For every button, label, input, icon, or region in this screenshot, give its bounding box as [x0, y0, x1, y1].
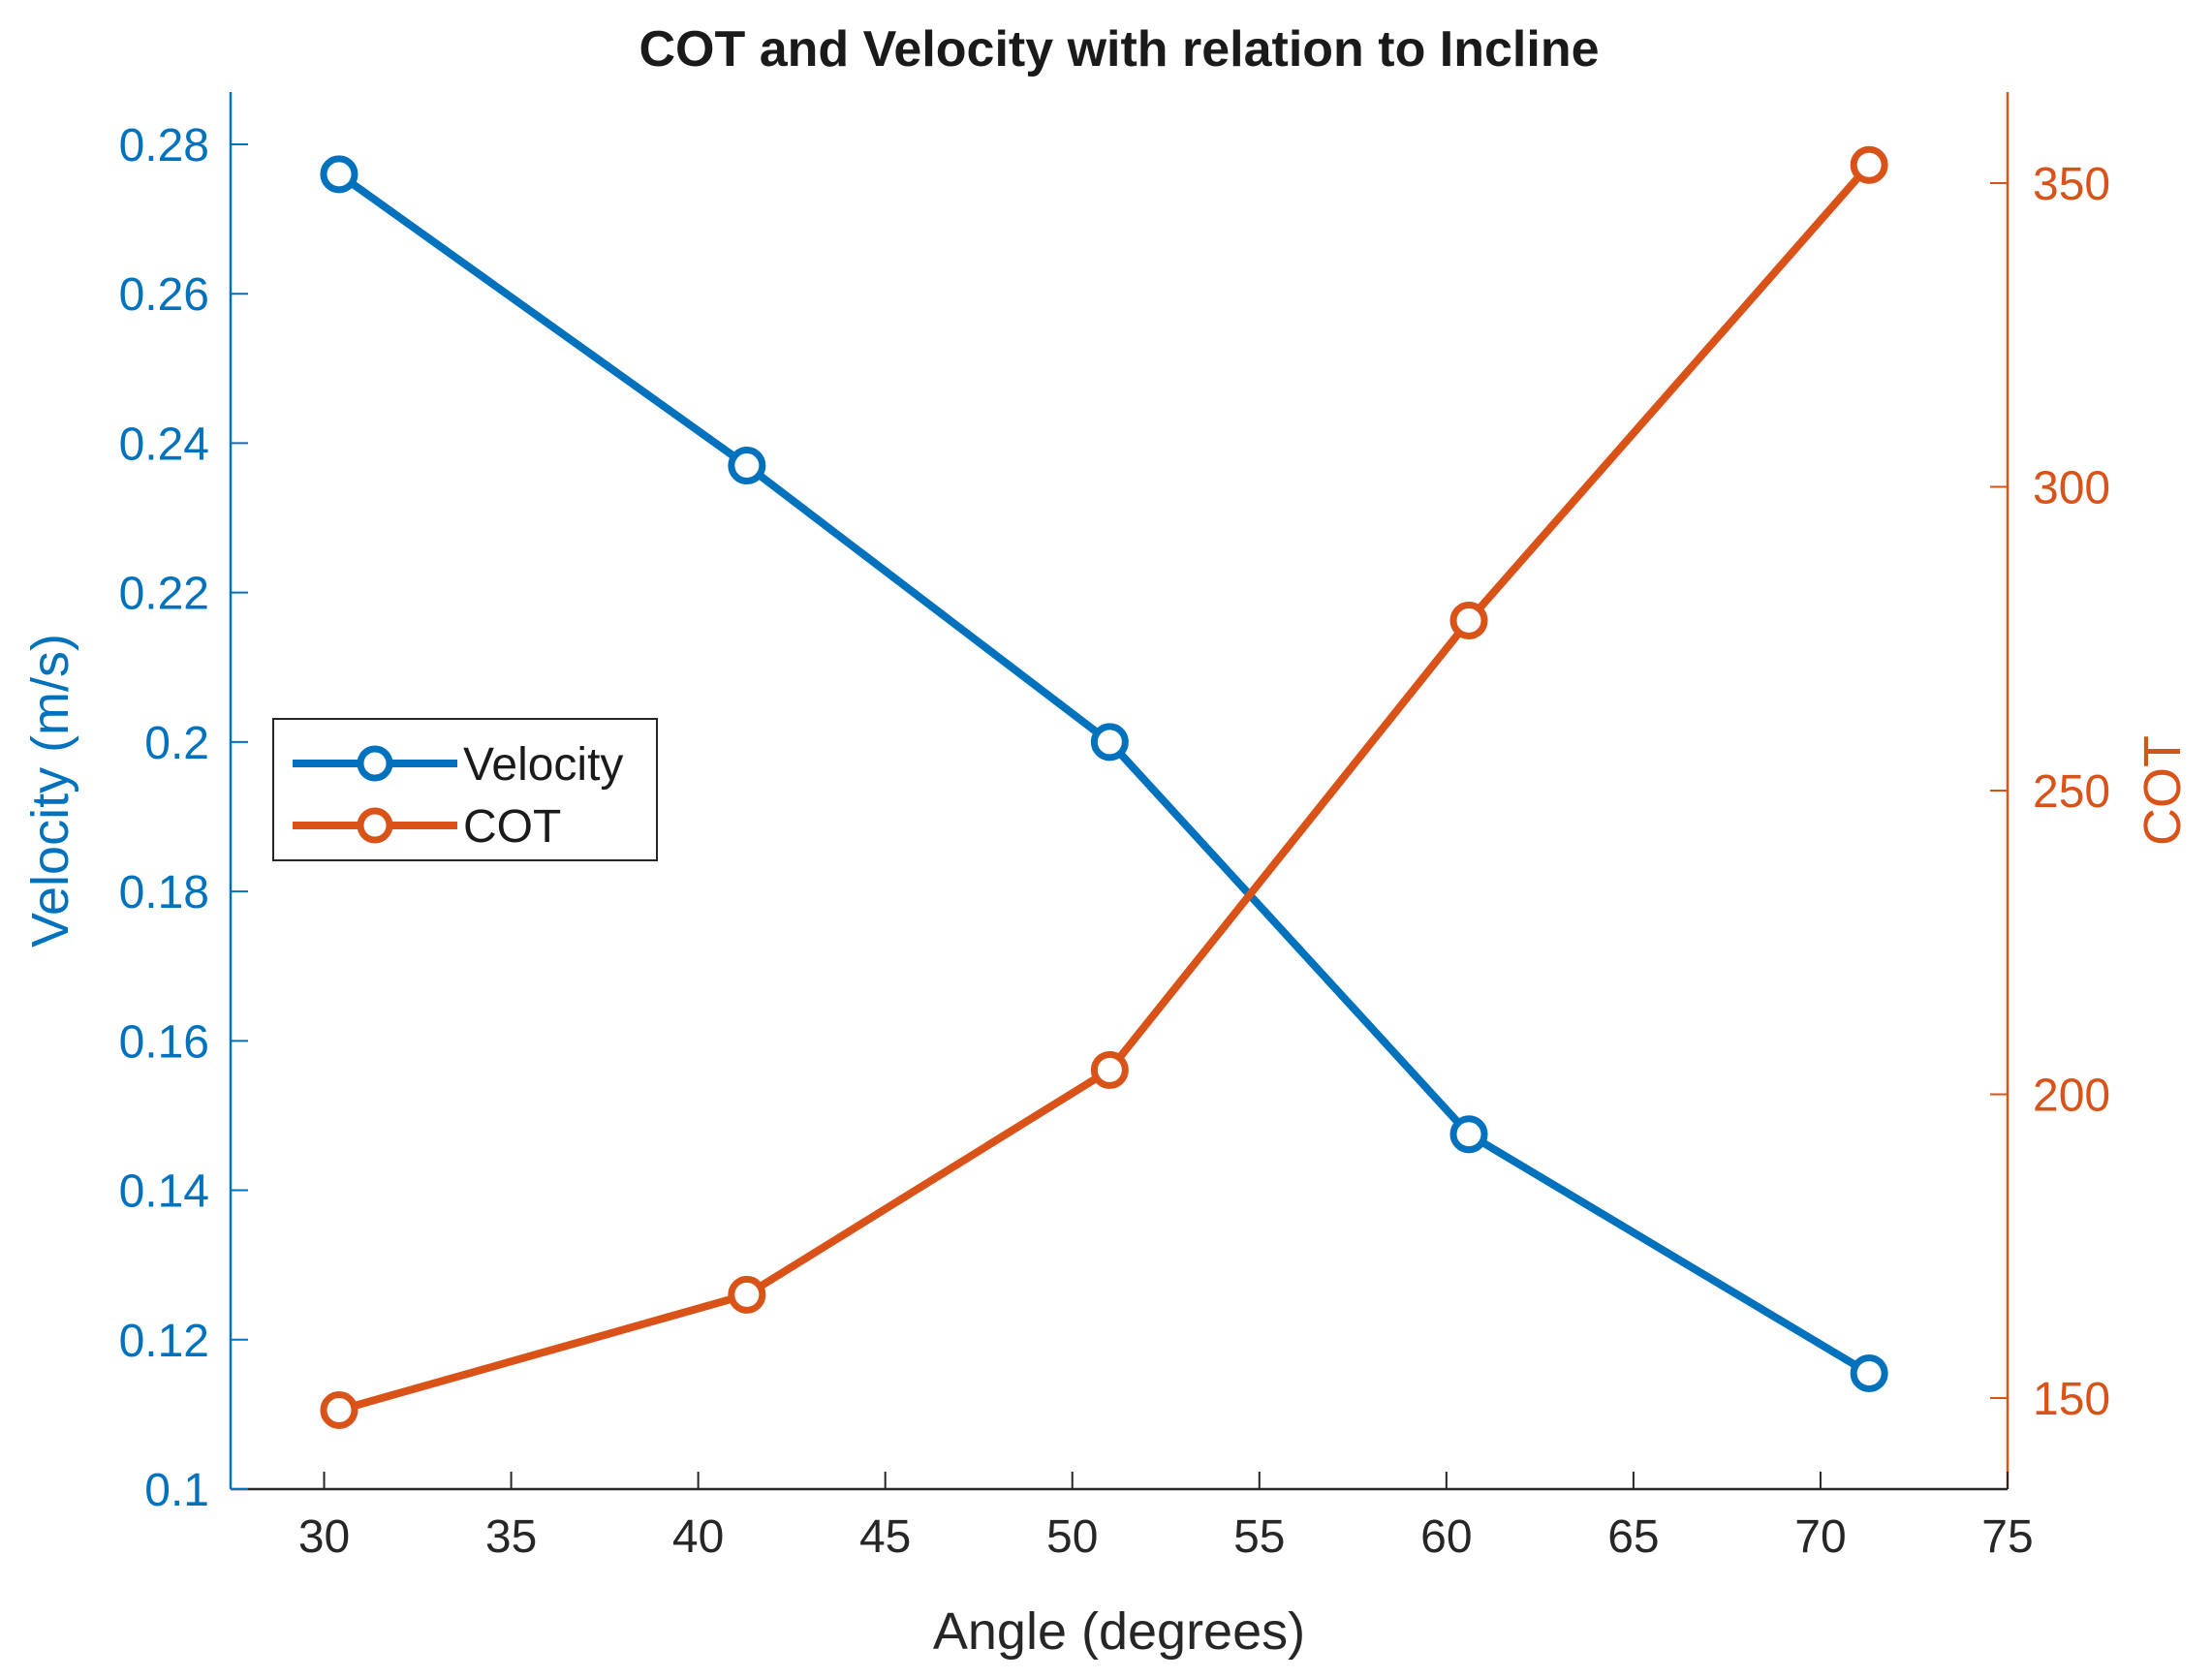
legend: Velocity COT	[272, 718, 658, 861]
y-tick-label-left: 0.22	[119, 569, 209, 620]
plot-area	[320, 145, 1888, 1429]
data-point-velocity	[728, 447, 766, 485]
x-tick-label: 65	[1607, 1511, 1659, 1563]
data-point-cot	[728, 1275, 766, 1314]
x-tick-label: 40	[672, 1511, 724, 1563]
y-tick-label-right: 150	[2033, 1374, 2110, 1425]
legend-label-cot: COT	[463, 801, 561, 853]
data-point-cot	[1449, 601, 1488, 639]
y-tick-label-left: 0.24	[119, 419, 209, 470]
y-tick-label-left: 0.12	[119, 1316, 209, 1367]
x-tick-label: 45	[859, 1511, 911, 1563]
y-tick-label-left: 0.26	[119, 269, 209, 321]
x-tick-label: 30	[298, 1511, 350, 1563]
y-tick-label-left: 0.14	[119, 1166, 209, 1218]
x-tick-label: 50	[1046, 1511, 1098, 1563]
data-point-cot	[1090, 1050, 1129, 1089]
y-axis-label-right: COT	[2134, 735, 2192, 846]
x-tick-label: 60	[1420, 1511, 1472, 1563]
data-point-velocity	[1090, 723, 1129, 762]
x-axis-label: Angle (degrees)	[933, 1602, 1305, 1661]
x-tick-label: 70	[1794, 1511, 1846, 1563]
legend-box	[272, 718, 658, 861]
data-point-velocity	[1850, 1353, 1888, 1392]
x-tick-label: 75	[1981, 1511, 2033, 1563]
y-tick-label-left: 0.2	[144, 718, 209, 769]
data-point-velocity	[320, 155, 358, 194]
chart-title: COT and Velocity with relation to Inclin…	[639, 21, 1599, 78]
y-tick-label-right: 350	[2033, 159, 2110, 210]
y-tick-label-left: 0.18	[119, 867, 209, 918]
y-tick-label-left: 0.1	[144, 1465, 209, 1516]
data-point-cot	[320, 1390, 358, 1429]
legend-marker-velocity	[357, 745, 393, 782]
legend-label-velocity: Velocity	[463, 739, 623, 791]
y-tick-label-right: 250	[2033, 766, 2110, 818]
x-tick-label: 35	[485, 1511, 537, 1563]
data-point-velocity	[1449, 1115, 1488, 1154]
y-axis-label-left: Velocity (m/s)	[21, 634, 79, 948]
axes: 30 35 40 45 50 55 60 65 70 75 0.1 0.12 0.14 0.16 0.18 0…	[119, 92, 2110, 1563]
y-tick-label-left: 0.16	[119, 1016, 209, 1068]
data-point-cot	[1850, 145, 1888, 184]
x-tick-label: 55	[1233, 1511, 1285, 1563]
y-tick-label-left: 0.28	[119, 120, 209, 171]
y-tick-label-right: 300	[2033, 463, 2110, 514]
y-tick-label-right: 200	[2033, 1070, 2110, 1121]
legend-marker-cot	[357, 807, 393, 844]
